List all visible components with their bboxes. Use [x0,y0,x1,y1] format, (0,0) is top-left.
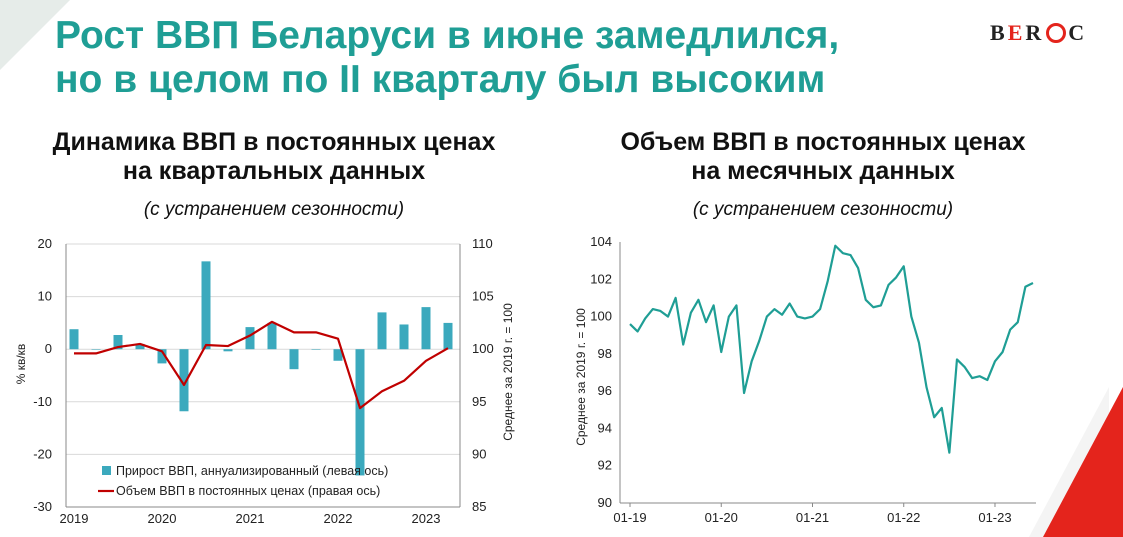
left-chart-bar [377,312,387,350]
left-chart-bar [201,261,211,350]
left-chart-bar [135,343,145,350]
left-chart-bar [179,349,189,412]
left-chart-y-tick-label: 0 [45,341,52,356]
decor-corner-bottom-right [1043,387,1123,537]
right-chart-x-tick-label: 01-23 [978,510,1011,525]
left-chart-x-tick-label: 2020 [148,511,177,526]
left-chart-y2-tick-label: 95 [472,394,486,409]
right-chart-title-line-1: Объем ВВП в постоянных ценах [620,128,1026,156]
left-chart-y2-tick-label: 100 [472,341,494,356]
left-chart-title-line-2: на квартальных данных [122,157,426,185]
right-chart-line-series [629,244,1034,454]
left-chart-y-tick-label: -20 [33,446,52,461]
left-chart-bar [289,349,299,370]
left-chart-bar [399,324,409,350]
right-chart-title: Объем ВВП в постоянных ценах на месячных… [548,128,1098,186]
left-chart-bar [91,349,101,350]
right-chart-y-tick-label: 100 [590,309,612,324]
left-chart-y2-axis-title: Среднее за 2019 г. = 100 [501,303,515,441]
left-chart-y2-tick-label: 90 [472,446,486,461]
decor-corner-top-left [0,0,70,70]
slide-headline: Рост ВВП Беларуси в июне замедлился, но … [55,14,985,102]
left-chart-y2-tick-label: 105 [472,289,494,304]
legend-line-label: Объем ВВП в постоянных ценах (правая ось… [116,484,380,498]
left-chart-bar [443,322,453,350]
left-chart-bar [69,329,79,350]
beroc-logo: BER C [990,20,1087,46]
logo-letter-b: B [990,20,1008,45]
logo-letter-r: R [1025,20,1045,45]
right-chart-y-axis-title: Среднее за 2019 г. = 100 [574,308,588,446]
left-chart-y-tick-label: 20 [38,236,52,251]
right-chart-y-tick-label: 90 [598,495,612,510]
left-chart-y-tick-label: 10 [38,289,52,304]
left-chart-y-tick-label: -10 [33,394,52,409]
left-chart-x-tick-label: 2019 [60,511,89,526]
right-chart-x-tick-label: 01-22 [887,510,920,525]
left-chart-subtitle: (с устранением сезонности) [143,199,405,220]
left-chart-bar [223,349,233,352]
left-chart-legend: Прирост ВВП, аннуализированный (левая ос… [98,464,388,498]
right-chart-y-tick-label: 104 [590,234,612,249]
right-chart-y-tick-label: 102 [590,271,612,286]
left-chart-title: Динамика ВВП в постоянных ценах на кварт… [0,128,548,186]
right-chart-y-tick-label: 98 [598,346,612,361]
legend-bar-swatch [102,466,111,475]
logo-letter-c: C [1068,20,1088,45]
left-chart-bar [245,327,255,350]
left-chart-bar [421,307,431,350]
right-chart-y-tick-label: 92 [598,458,612,473]
right-chart-x-tick-label: 01-21 [796,510,829,525]
left-chart-bar [113,334,123,350]
left-chart-bar [333,349,343,361]
left-chart-y-tick-label: -30 [33,499,52,514]
right-chart-x-tick-label: 01-20 [705,510,738,525]
left-chart-y-axis-title: % кв/кв [14,343,28,385]
legend-bar-label: Прирост ВВП, аннуализированный (левая ос… [116,464,388,478]
left-chart-title-line-1: Динамика ВВП в постоянных ценах [52,128,496,156]
left-chart-bar [267,322,277,350]
right-chart-subtitle: (с устранением сезонности) [692,199,954,220]
right-chart-y-tick-label: 96 [598,383,612,398]
right-chart-title-line-2: на месячных данных [691,157,955,185]
headline-line-2: но в целом по II кварталу был высоким [55,58,826,101]
left-chart-y2-tick-label: 85 [472,499,486,514]
left-chart-line-series [74,320,449,410]
logo-ring-icon [1046,22,1067,43]
left-chart-x-tick-label: 2021 [236,511,265,526]
left-chart-bar [355,349,365,476]
right-chart-y-tick-label: 94 [598,420,612,435]
left-chart-bar [311,349,321,350]
left-chart-x-tick-label: 2023 [412,511,441,526]
logo-letter-e: E [1007,20,1026,45]
left-chart-y2-tick-label: 110 [472,236,493,251]
left-chart-bar [157,349,167,364]
headline-line-1: Рост ВВП Беларуси в июне замедлился, [55,14,840,57]
right-chart-x-tick-label: 01-19 [613,510,646,525]
left-chart-x-tick-label: 2022 [324,511,353,526]
